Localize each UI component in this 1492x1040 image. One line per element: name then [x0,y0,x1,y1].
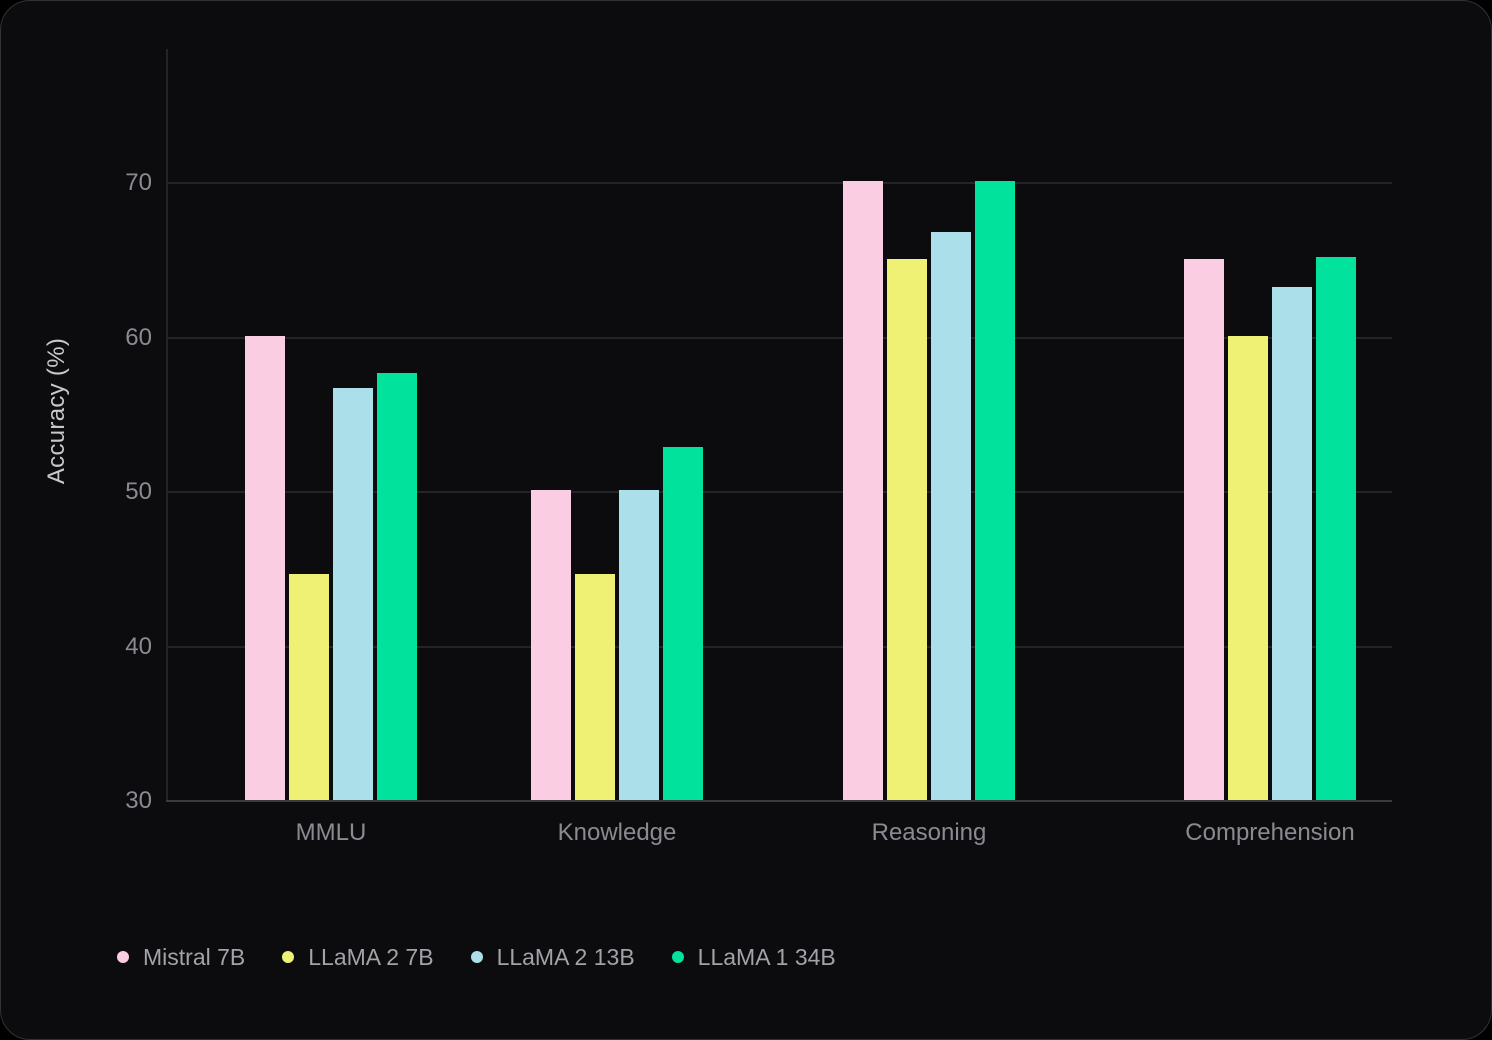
y-tick-label: 40 [125,632,152,660]
gridline-40 [166,645,1392,648]
y-tick-label: 70 [125,169,152,196]
legend-dot-icon [117,951,129,963]
bar-mmlu-llama-2-7b [289,573,329,801]
bar-knowledge-llama-2-7b [575,573,615,801]
bar-reasoning-mistral-7b [843,181,883,801]
x-category-label: Reasoning [871,819,987,846]
bar-mmlu-mistral-7b [245,335,285,801]
gridline-50 [166,491,1392,493]
bar-mmlu-llama-1-34b [377,373,417,801]
gridline-60 [166,336,1392,339]
bar-comprehension-mistral-7b [1184,258,1224,801]
legend-dot-icon [282,951,295,963]
x-category-label: Knowledge [557,819,677,846]
bar-reasoning-llama-1-34b [975,181,1015,801]
legend-dot-icon [470,951,483,963]
x-axis-line [166,800,1392,802]
bar-comprehension-llama-2-7b [1228,335,1268,801]
bar-reasoning-llama-2-13b [931,232,971,801]
bar-comprehension-llama-1-34b [1316,257,1356,801]
legend-dot-icon [671,951,684,963]
y-tick-label: 60 [125,323,152,351]
legend-item-llama-2-13b[interactable]: LLaMA 2 13B [470,943,635,971]
y-axis-title: Accuracy (%) [43,337,70,485]
legend-item-mistral-7b[interactable]: Mistral 7B [117,944,245,971]
legend-label: LLaMA 2 7B [308,943,434,970]
bar-knowledge-llama-2-13b [619,490,659,801]
bar-comprehension-llama-2-13b [1272,286,1312,801]
bar-knowledge-llama-1-34b [663,447,703,801]
legend-item-llama-1-34b[interactable]: LLaMA 1 34B [671,943,836,971]
legend-label: LLaMA 1 34B [697,943,836,970]
y-tick-label: 50 [125,478,152,505]
bar-reasoning-llama-2-7b [887,258,927,801]
legend: Mistral 7B LLaMA 2 7B LLaMA 2 13B LLaMA 1 3… [117,942,836,972]
bar-knowledge-mistral-7b [531,490,571,801]
bar-mmlu-llama-2-13b [333,388,373,801]
y-axis-line [166,49,168,800]
legend-item-llama-2-7b[interactable]: LLaMA 2 7B [282,943,434,971]
legend-label: Mistral 7B [143,943,246,970]
legend-label: LLaMA 2 13B [496,943,635,970]
y-tick-label: 30 [125,787,152,814]
gridline-70 [166,182,1392,184]
x-category-label: Comprehension [1185,819,1355,846]
x-category-label: MMLU [295,819,367,846]
